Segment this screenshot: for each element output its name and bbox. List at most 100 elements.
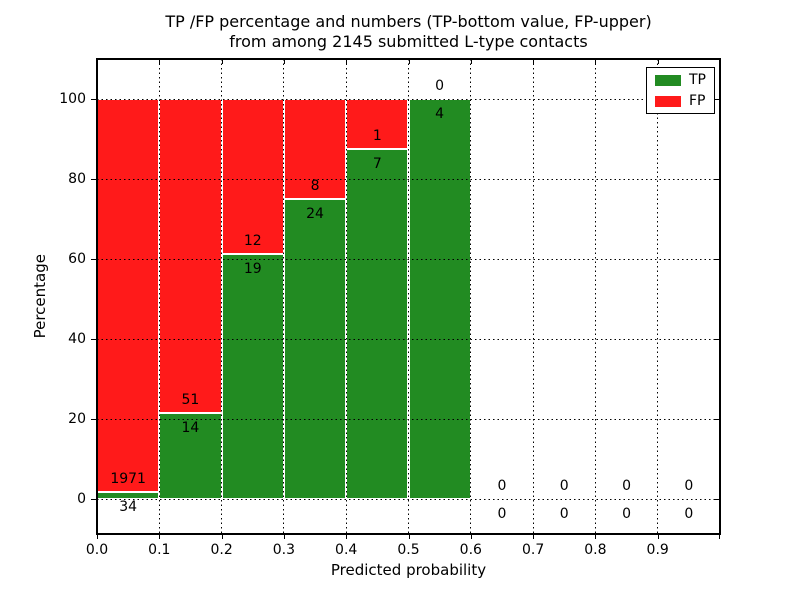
- x-tick-label: 0.0: [85, 542, 109, 558]
- bar-segment-tp: [346, 149, 409, 499]
- x-tick-label: 0.1: [148, 542, 171, 558]
- x-tick-label: 0.2: [210, 542, 233, 558]
- gridline-horizontal: [97, 98, 720, 100]
- gridline-vertical: [283, 59, 285, 534]
- bar-segment-tp: [221, 253, 284, 499]
- bar-label-tp: 4: [435, 106, 445, 122]
- gridline-vertical: [158, 59, 160, 534]
- legend-label-tp: TP: [689, 72, 706, 88]
- x-tick-bottom: [97, 534, 98, 539]
- legend-label-fp: FP: [689, 93, 706, 109]
- bar-segment-tp: [408, 99, 471, 499]
- x-tick-top: [657, 59, 659, 64]
- bar-segment-tp: [283, 199, 347, 499]
- x-tick-bottom: [657, 534, 659, 539]
- x-tick-bottom: [470, 534, 472, 539]
- gridline-vertical: [532, 59, 534, 534]
- x-tick-label: 0.4: [335, 542, 358, 558]
- x-tick-top: [533, 59, 535, 64]
- spine-right: [719, 58, 721, 535]
- gridline-horizontal: [97, 338, 720, 340]
- bar-label-tp: 24: [306, 206, 324, 222]
- x-tick-bottom: [159, 534, 161, 539]
- chart-title-line2: from among 2145 submitted L-type contact…: [229, 32, 588, 51]
- y-tick-right: [715, 99, 720, 100]
- x-tick-top: [221, 59, 223, 64]
- y-tick-left: [91, 99, 96, 100]
- y-tick-right: [715, 339, 720, 340]
- legend-entry-fp: FP: [655, 94, 706, 108]
- x-tick-top: [408, 59, 410, 64]
- bar-label-fp: 51: [181, 391, 200, 408]
- y-tick-label: 100: [59, 91, 86, 107]
- y-tick-label: 80: [68, 171, 86, 187]
- bar-label-fp: 0: [497, 478, 507, 494]
- plot-area: TP FP 1971 34 51 14 12 19 8 24 1 7 0 4 0 0 0 0 0 0 0 0 0.0 0.…: [59, 58, 721, 558]
- bar-segment-fp: [346, 99, 409, 149]
- bar-label-tp: 34: [119, 499, 138, 516]
- y-tick-left: [91, 179, 96, 180]
- x-tick-label: 0.3: [272, 542, 296, 558]
- bar-label-fp: 12: [243, 232, 262, 249]
- bar-label-tp: 0: [684, 506, 694, 522]
- y-tick-right: [715, 419, 720, 420]
- bar-label-tp: 0: [559, 506, 569, 522]
- legend-entry-tp: TP: [655, 73, 706, 87]
- chart-title: TP /FP percentage and numbers (TP-bottom…: [97, 12, 720, 52]
- gridline-horizontal: [97, 418, 720, 420]
- y-tick-left: [91, 339, 96, 340]
- x-axis-label: Predicted probability: [330, 561, 487, 579]
- bar-label-tp: 14: [181, 419, 200, 436]
- x-tick-label: 0.6: [459, 542, 482, 558]
- x-tick-bottom: [533, 534, 535, 539]
- bar-label-tp: 19: [243, 260, 262, 277]
- gridline-vertical: [657, 59, 659, 534]
- bar-label-fp: 0: [684, 478, 694, 494]
- y-tick-right: [715, 259, 720, 260]
- bar-label-fp: 0: [559, 478, 569, 494]
- y-axis-label-wrap: Percentage: [30, 59, 50, 534]
- chart-title-line1: TP /FP percentage and numbers (TP-bottom…: [165, 12, 652, 31]
- x-tick-bottom: [408, 534, 410, 539]
- y-tick-label: 0: [77, 491, 86, 507]
- x-tick-top: [283, 59, 285, 64]
- bar-segment-fp: [221, 99, 284, 254]
- y-tick-right: [715, 179, 720, 180]
- y-tick-label: 60: [68, 251, 86, 267]
- bar-label-fp: 0: [435, 78, 445, 94]
- gridline-vertical: [594, 59, 596, 534]
- bar-label-fp: 8: [310, 178, 320, 194]
- gridline-horizontal: [97, 178, 720, 180]
- y-tick-right: [715, 499, 720, 500]
- bar-label-fp: 1971: [110, 471, 146, 488]
- gridline-vertical: [221, 59, 223, 534]
- tp-color-swatch: [655, 74, 681, 86]
- spine-left: [96, 58, 98, 535]
- x-tick-top: [97, 59, 98, 64]
- x-tick-label: 0.8: [584, 542, 607, 558]
- x-tick-bottom: [719, 534, 720, 539]
- bar-label-fp: 0: [622, 478, 632, 494]
- x-tick-bottom: [283, 534, 285, 539]
- x-tick-top: [159, 59, 161, 64]
- gridline-horizontal: [97, 498, 720, 500]
- y-tick-label: 20: [68, 411, 86, 427]
- x-tick-label: 0.7: [521, 542, 545, 558]
- legend-box: TP FP: [646, 67, 715, 114]
- x-tick-label: 0.5: [397, 542, 420, 558]
- gridline-vertical: [470, 59, 472, 534]
- bar-segment-fp: [283, 99, 347, 199]
- gridline-vertical: [408, 59, 409, 534]
- bar-segment-fp: [97, 99, 160, 493]
- gridline-horizontal: [97, 258, 720, 260]
- y-tick-left: [91, 259, 96, 260]
- bar-segment-tp: [159, 412, 222, 499]
- bar-label-tp: 7: [372, 156, 382, 172]
- y-tick-left: [91, 419, 96, 420]
- x-tick-bottom: [346, 534, 348, 539]
- x-tick-bottom: [595, 534, 597, 539]
- gridline-vertical: [345, 59, 347, 534]
- bar-label-fp: 1: [372, 128, 382, 144]
- x-tick-label: 0.9: [646, 542, 669, 558]
